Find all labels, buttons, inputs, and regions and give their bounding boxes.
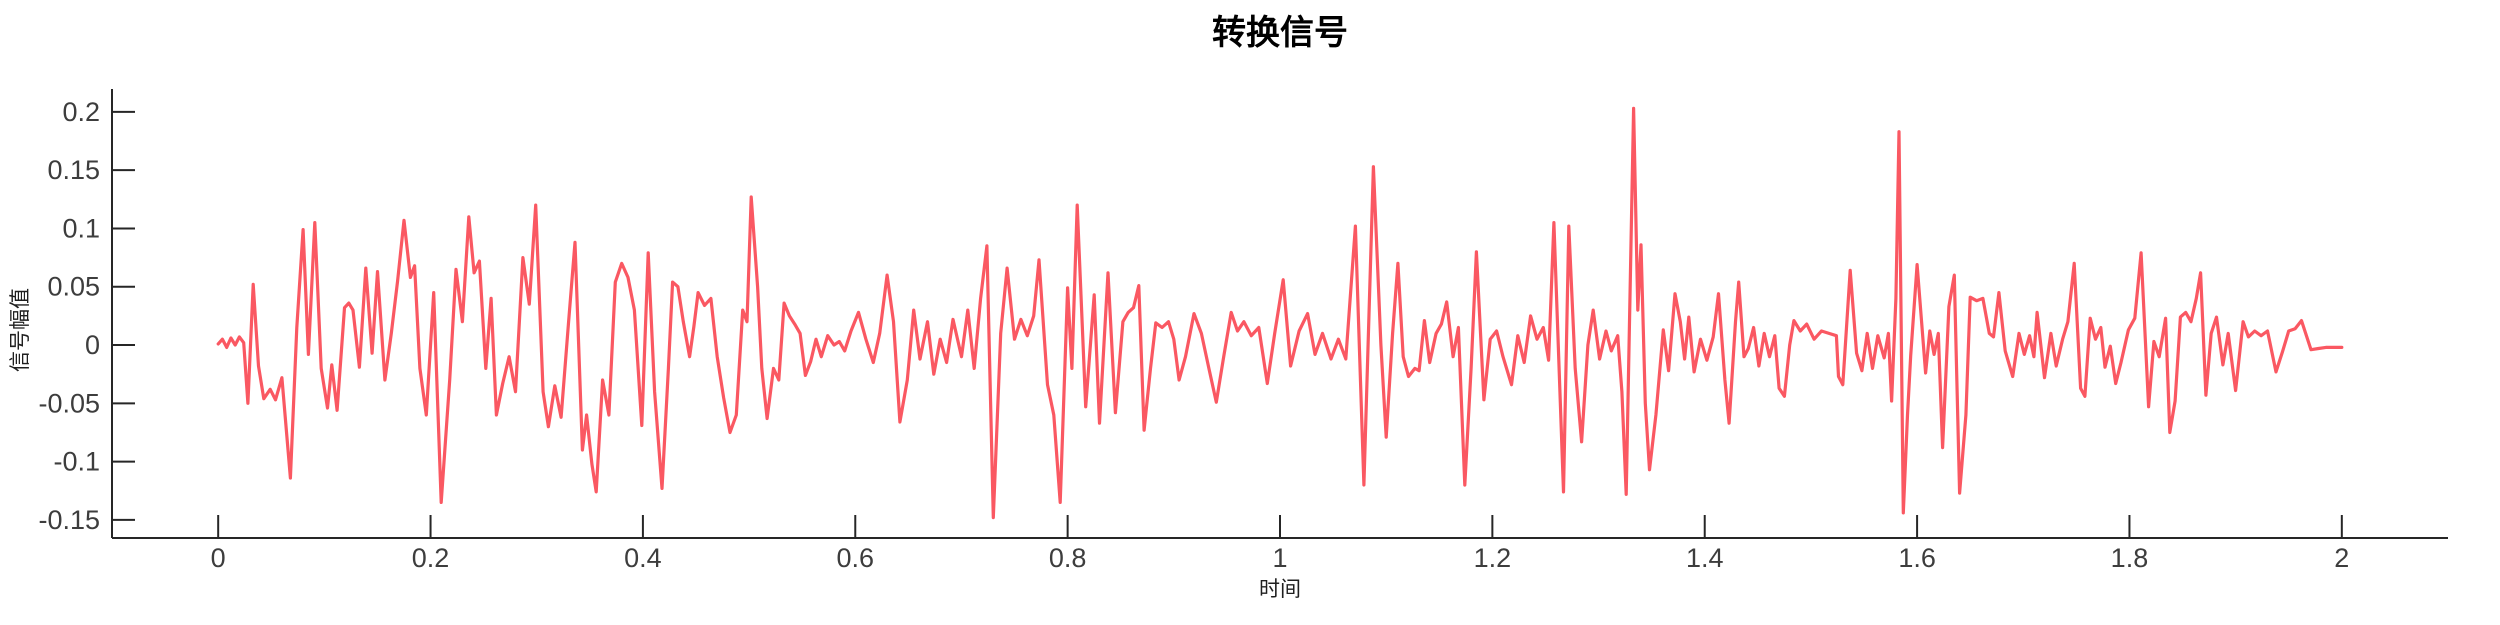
chart-title: 转换信号	[1212, 13, 1348, 53]
axes: 0 0.2 0.4 0.6 0.8 1 1.2 1.4 1.6 1.8 2 -0.15-0.1-0.…	[38, 89, 2448, 573]
x-tick-label: 1	[1272, 543, 1287, 573]
y-axis-ticks	[112, 110, 135, 521]
x-tick-label: 0.6	[836, 543, 874, 573]
x-tick-label: 1.4	[1686, 543, 1724, 573]
signal-line	[216, 106, 2344, 520]
x-axis-tick-labels: 0 0.2 0.4 0.6 0.8 1 1.2 1.4 1.6 1.8 2	[211, 543, 2350, 573]
y-axis-tick-labels: -0.15 -0.1 -0.05 0 0.05 0.1 0.15 0.2	[38, 97, 100, 535]
x-tick-label: 0.2	[412, 543, 450, 573]
y-tick-label: 0	[85, 330, 100, 360]
x-tick-label: 1.2	[1474, 543, 1512, 573]
x-tick-label: 0.8	[1049, 543, 1087, 573]
y-tick-label: 0.2	[62, 97, 100, 127]
y-tick-label: 0.15	[47, 155, 100, 185]
y-tick-label: -0.1	[53, 447, 100, 477]
x-tick-label: 1.6	[1898, 543, 1936, 573]
x-axis-ticks	[217, 515, 2343, 538]
x-tick-label: 1.8	[2111, 543, 2149, 573]
x-tick-label: 0	[211, 543, 226, 573]
x-axis-label: 时间	[1259, 577, 1301, 601]
y-tick-label: -0.15	[38, 505, 100, 535]
y-tick-label: 0.1	[62, 213, 100, 243]
y-tick-label: -0.05	[38, 388, 100, 418]
y-axis-label: 信号幅值	[8, 288, 32, 372]
y-tick-label: 0.05	[47, 272, 100, 302]
x-tick-label: 2	[2334, 543, 2349, 573]
x-tick-label: 0.4	[624, 543, 662, 573]
